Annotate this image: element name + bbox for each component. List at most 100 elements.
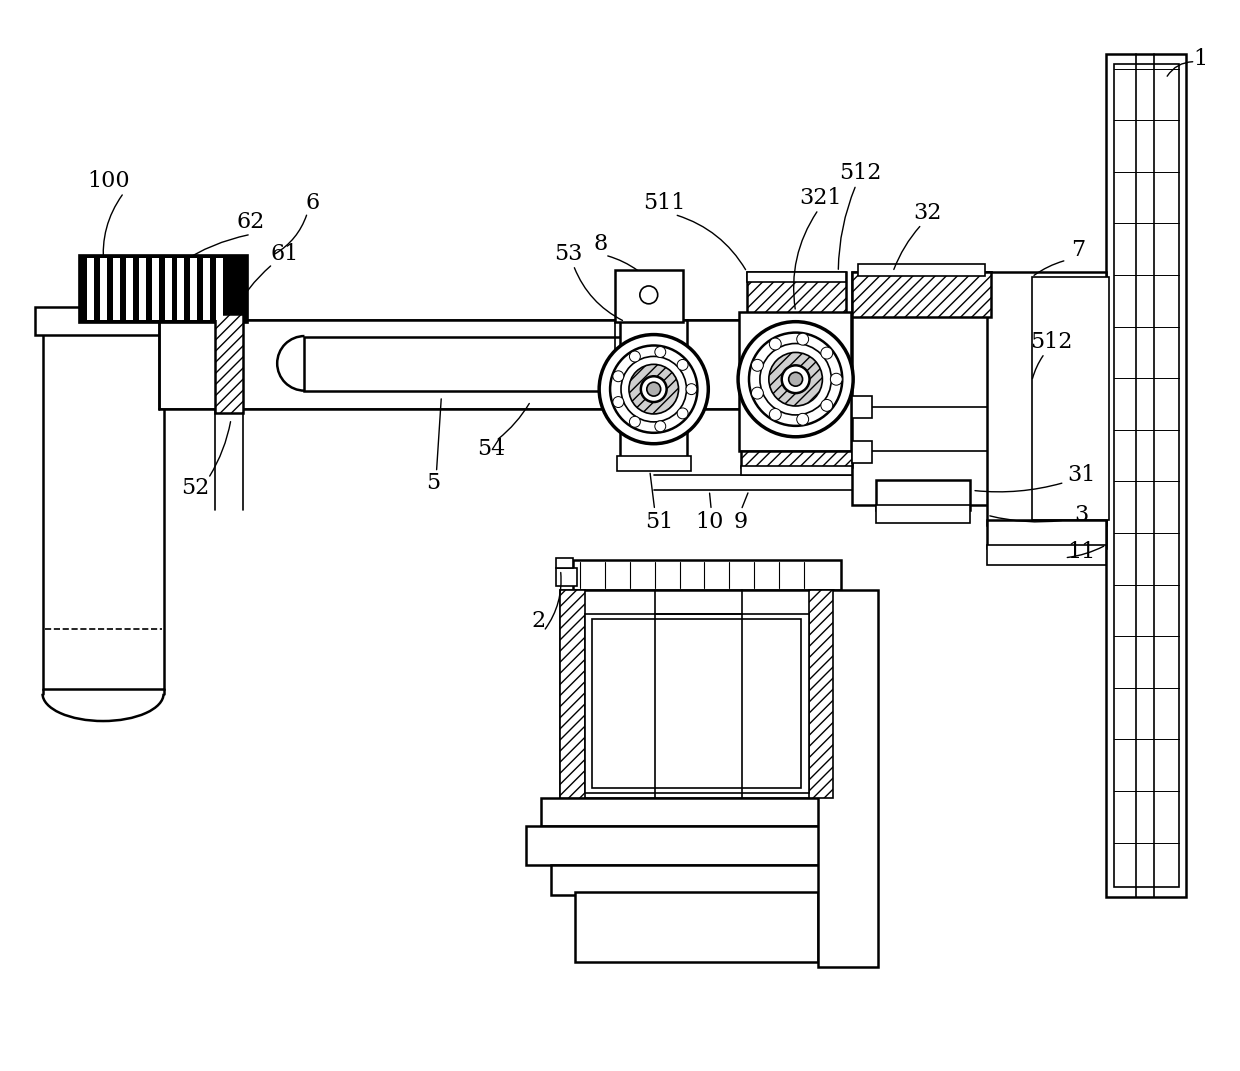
Bar <box>618 455 692 470</box>
Circle shape <box>738 321 853 437</box>
Bar <box>1114 63 1178 887</box>
Circle shape <box>751 388 764 399</box>
Circle shape <box>769 408 781 421</box>
Circle shape <box>599 334 708 443</box>
Bar <box>575 892 818 962</box>
Text: 62: 62 <box>237 211 265 233</box>
Circle shape <box>821 399 833 411</box>
Circle shape <box>647 382 661 396</box>
Circle shape <box>749 333 842 426</box>
Bar <box>852 441 872 463</box>
Bar <box>818 589 878 967</box>
Circle shape <box>613 371 624 381</box>
Bar <box>177 258 185 319</box>
Circle shape <box>629 364 678 414</box>
Text: 52: 52 <box>181 478 210 499</box>
Bar <box>126 258 133 319</box>
Text: 51: 51 <box>646 511 673 533</box>
Bar <box>852 272 991 317</box>
Circle shape <box>640 286 657 304</box>
Bar <box>1106 54 1185 897</box>
Bar <box>746 272 846 314</box>
Bar <box>305 336 627 391</box>
Bar <box>739 312 851 451</box>
Circle shape <box>677 360 688 371</box>
Circle shape <box>655 421 666 432</box>
Bar <box>615 270 682 321</box>
Bar <box>987 521 1106 548</box>
Bar <box>556 558 573 568</box>
Text: 61: 61 <box>270 243 299 266</box>
Bar <box>113 258 120 319</box>
Text: 100: 100 <box>88 170 130 192</box>
Text: 5: 5 <box>427 472 440 495</box>
Circle shape <box>641 376 667 402</box>
Bar <box>526 826 863 865</box>
Bar <box>203 258 211 319</box>
Circle shape <box>630 351 640 362</box>
Bar <box>151 258 159 319</box>
Text: 1: 1 <box>1193 48 1208 70</box>
Bar <box>560 589 585 798</box>
Circle shape <box>769 352 822 406</box>
Text: 32: 32 <box>914 201 941 224</box>
Bar <box>1032 277 1109 521</box>
Bar <box>139 258 146 319</box>
Bar <box>42 332 164 689</box>
Circle shape <box>760 344 831 414</box>
Text: 8: 8 <box>593 233 608 255</box>
Circle shape <box>797 333 808 345</box>
Text: 512: 512 <box>839 162 882 184</box>
Circle shape <box>751 360 764 372</box>
Bar <box>875 481 970 510</box>
Bar <box>191 258 197 319</box>
Text: 511: 511 <box>644 192 686 213</box>
Bar <box>875 506 970 523</box>
Bar <box>79 255 248 322</box>
Text: 6: 6 <box>305 192 320 213</box>
Bar <box>852 272 991 506</box>
Circle shape <box>613 396 624 407</box>
Circle shape <box>655 347 666 358</box>
Circle shape <box>821 347 833 359</box>
Bar <box>987 272 1106 525</box>
Bar <box>987 545 1106 564</box>
Text: 53: 53 <box>554 243 583 266</box>
Bar <box>35 306 174 334</box>
Circle shape <box>831 374 842 386</box>
Circle shape <box>789 373 802 387</box>
Circle shape <box>621 357 687 422</box>
Text: 7: 7 <box>1071 239 1085 261</box>
Bar <box>216 258 223 319</box>
Text: 3: 3 <box>1074 504 1089 526</box>
Bar <box>742 466 852 476</box>
Bar <box>742 451 852 467</box>
Bar <box>593 619 801 788</box>
Bar <box>541 798 848 826</box>
Bar <box>100 258 107 319</box>
Bar <box>87 258 94 319</box>
Bar <box>620 319 687 458</box>
Circle shape <box>630 417 640 427</box>
Circle shape <box>610 346 697 433</box>
Text: 2: 2 <box>532 610 546 632</box>
Bar <box>216 314 243 413</box>
Bar <box>551 865 843 895</box>
Bar <box>852 396 872 418</box>
Text: 321: 321 <box>799 186 842 209</box>
Bar <box>165 258 171 319</box>
Bar <box>585 615 808 793</box>
Text: 9: 9 <box>734 511 748 533</box>
Bar <box>808 589 833 798</box>
Circle shape <box>781 365 810 393</box>
Bar <box>858 265 985 276</box>
Bar <box>573 560 841 589</box>
Bar <box>556 568 578 586</box>
Text: 10: 10 <box>696 511 723 533</box>
Bar <box>560 589 833 798</box>
Circle shape <box>677 408 688 419</box>
Circle shape <box>797 413 808 425</box>
Text: 31: 31 <box>1068 465 1096 486</box>
Circle shape <box>769 338 781 350</box>
Circle shape <box>686 383 697 394</box>
